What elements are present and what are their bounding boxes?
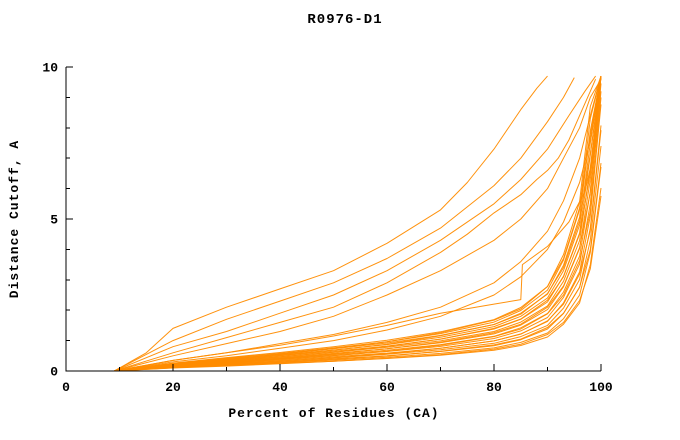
model-curve	[114, 75, 602, 372]
model-curve	[113, 75, 548, 372]
x-tick-label: 60	[379, 380, 395, 395]
model-curve	[114, 75, 602, 372]
model-curve	[114, 195, 602, 372]
model-curve	[114, 76, 602, 372]
x-tick-label: 20	[165, 380, 181, 395]
tick-labels: 0 20 40 60 80 100 0 5 10	[42, 61, 613, 396]
y-tick-label: 5	[50, 213, 58, 228]
model-curve	[114, 76, 602, 372]
model-curve	[114, 78, 602, 372]
x-tick-label: 40	[272, 380, 288, 395]
y-axis-label: Distance Cutoff, A	[7, 140, 22, 298]
model-curve	[113, 77, 575, 372]
y-tick-label: 0	[50, 365, 58, 380]
model-curves	[113, 75, 602, 372]
y-tick-label: 10	[42, 61, 58, 76]
model-curve	[114, 75, 597, 372]
x-tick-label: 100	[589, 380, 613, 395]
model-curve	[114, 76, 602, 372]
model-curve	[114, 83, 602, 372]
model-curve	[114, 97, 602, 372]
x-axis-label: Percent of Residues (CA)	[228, 406, 439, 421]
model-curve	[114, 130, 602, 372]
model-curve	[114, 76, 602, 372]
model-curve	[114, 91, 602, 372]
model-curve	[114, 125, 602, 372]
model-curve	[114, 76, 602, 372]
model-curve	[114, 163, 602, 372]
tick-marks	[65, 66, 602, 372]
x-tick-label: 0	[62, 380, 70, 395]
x-tick-label: 80	[486, 380, 502, 395]
plot-title: R0976-D1	[307, 12, 382, 28]
model-curve	[114, 78, 597, 372]
